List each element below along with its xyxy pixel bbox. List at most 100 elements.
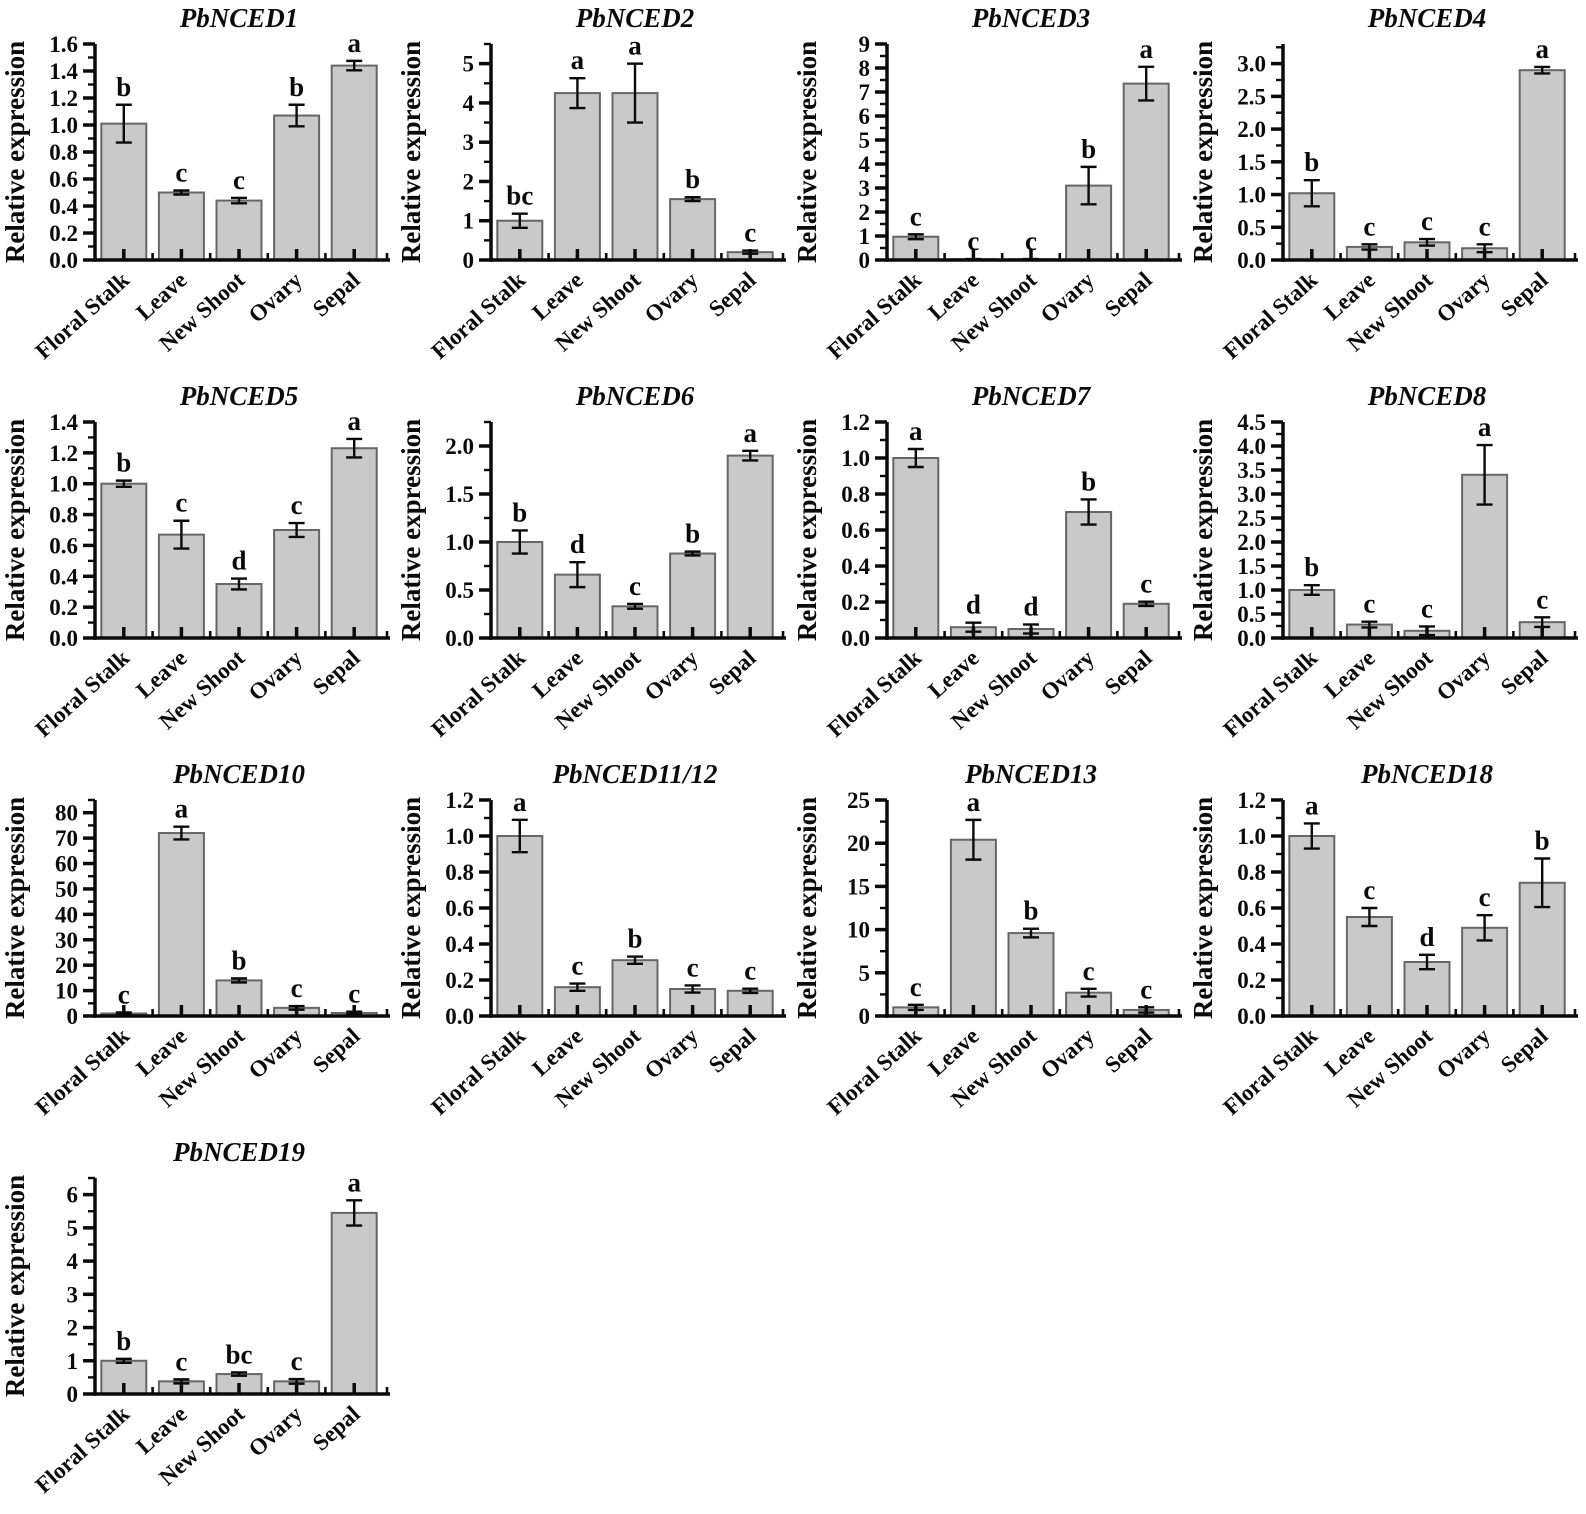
bars-group <box>100 64 378 262</box>
error-bar-floral-stalk <box>1303 822 1320 850</box>
sig-letter-floral-stalk: b <box>1304 552 1319 582</box>
panel-pbnced11-12: a c b c c 0.0 0.2 0.4 0.6 0.8 1.0 1.2 Floral Stalk Le… <box>396 756 792 1134</box>
y-tick-label: 80 <box>55 801 78 826</box>
panel-pbnced1: b c c b a 0.0 0.2 0.4 0.6 0.8 1.0 1.2 1.4 1.6 Floral S… <box>0 0 396 378</box>
sig-letter-new-shoot: b <box>231 945 246 975</box>
y-tick-label: 0.6 <box>445 896 474 921</box>
x-tick-label-ovary: Ovary <box>244 645 308 706</box>
sig-letters-group: a c b c c <box>513 787 756 986</box>
error-bar-floral-stalk <box>115 103 132 144</box>
y-tick-label: 1.0 <box>1237 824 1266 849</box>
sig-letter-floral-stalk: b <box>116 1326 131 1356</box>
y-tick-label: 0.0 <box>1237 626 1266 651</box>
x-tick-label-ovary: Ovary <box>640 1023 704 1084</box>
y-tick-label: 1.0 <box>1237 183 1266 208</box>
y-tick-label: 4.5 <box>1237 410 1266 435</box>
y-tick-label: 1.2 <box>841 410 870 435</box>
y-axis-label: Relative expression <box>0 1175 30 1397</box>
bar-leave <box>157 832 205 1017</box>
bar-floral-stalk <box>100 122 148 262</box>
y-tick-label: 0.4 <box>841 554 870 579</box>
y-tick-label: 0.6 <box>841 518 870 543</box>
y-tick-label: 9 <box>859 32 871 57</box>
y-tick-label: 0.4 <box>1237 932 1266 957</box>
y-ticks-group: 0.00.51.01.52.02.53.03.54.04.5 <box>1237 410 1283 651</box>
bar-sepal <box>1122 82 1170 261</box>
error-bar-floral-stalk <box>511 529 528 555</box>
y-tick-label: 2 <box>463 169 475 194</box>
y-axis-label: Relative expression <box>1188 419 1218 641</box>
y-tick-label: 0.8 <box>1237 860 1266 885</box>
error-bar-sepal <box>346 437 363 459</box>
y-tick-label: 0.4 <box>49 564 78 589</box>
bar-ovary <box>669 552 717 640</box>
y-tick-label: 0.5 <box>445 578 474 603</box>
sig-letter-leave: d <box>966 590 981 620</box>
y-tick-label: 1.2 <box>49 86 78 111</box>
error-bar-floral-stalk <box>511 818 528 854</box>
y-tick-label: 1.0 <box>49 472 78 497</box>
y-tick-label: 1.5 <box>1237 554 1266 579</box>
y-axis-label: Relative expression <box>0 41 30 263</box>
sig-letter-leave: a <box>571 45 585 75</box>
sig-letters-group: b c c a c <box>1304 412 1548 623</box>
sig-letter-leave: c <box>1363 211 1375 241</box>
y-tick-label: 0.2 <box>49 595 78 620</box>
sig-letter-sepal: c <box>744 218 756 248</box>
error-bar-ovary <box>684 195 701 203</box>
sig-letter-new-shoot: c <box>629 571 641 601</box>
y-ticks-group: 0 1 2 3 4 5 <box>463 42 491 273</box>
y-ticks-group: 0.0 0.5 1.0 1.5 2.0 <box>445 420 491 651</box>
bars-group <box>496 454 774 640</box>
sig-letter-ovary: b <box>289 72 304 102</box>
y-tick-label: 2.5 <box>1237 84 1266 109</box>
sig-letter-floral-stalk: b <box>116 448 131 478</box>
sig-letter-leave: c <box>967 226 979 256</box>
axes-group <box>489 422 786 640</box>
sig-letter-new-shoot: b <box>627 924 642 954</box>
y-tick-label: 4 <box>859 152 871 177</box>
y-tick-label: 10 <box>847 918 870 943</box>
sig-letters-group: b c d c a <box>116 406 361 576</box>
chart-pbnced4: b c c c a 0.0 0.5 1.0 1.5 2.0 2.5 3.0 Floral StalkLe… <box>1188 3 1578 364</box>
y-axis-label: Relative expression <box>792 41 822 263</box>
sig-letter-sepal: a <box>347 1167 361 1197</box>
y-tick-label: 1 <box>463 209 475 234</box>
sig-letter-sepal: a <box>1535 34 1549 64</box>
x-tick-label-floral-stalk: Floral Stalk <box>427 267 531 364</box>
sig-letters-group: b d c b a <box>512 418 757 601</box>
sig-letter-leave: c <box>1363 875 1375 905</box>
y-tick-label: 0.6 <box>49 533 78 558</box>
y-axis-label: Relative expression <box>0 797 30 1019</box>
bar-leave <box>157 191 205 261</box>
x-tick-label-ovary: Ovary <box>640 267 704 328</box>
panel-pbnced7: a d d b c 0.0 0.2 0.4 0.6 0.8 1.0 1.2 Floral Stalk Le… <box>792 378 1188 756</box>
sig-letter-leave: a <box>967 787 981 817</box>
bar-sepal <box>330 1211 378 1396</box>
sig-letters-group: b c c b a <box>116 28 361 195</box>
x-tick-label-floral-stalk: Floral Stalk <box>427 1023 531 1120</box>
y-tick-label: 0.0 <box>445 1004 474 1029</box>
panel-title: PbNCED13 <box>964 759 1097 789</box>
x-tick-label-ovary: Ovary <box>1036 1023 1100 1084</box>
error-bars-group <box>115 1199 363 1385</box>
x-tick-label-floral-stalk: Floral Stalk <box>31 645 135 742</box>
sig-letter-ovary: c <box>687 952 699 982</box>
sig-letter-sepal: a <box>743 418 757 448</box>
sig-letter-sepal: a <box>1139 34 1153 64</box>
sig-letters-group: bc bc ca <box>116 1167 361 1376</box>
sig-letters-group: a c d c b <box>1305 790 1550 951</box>
axes-group <box>93 800 390 1018</box>
y-tick-label: 4 <box>463 91 475 116</box>
y-ticks-group: 0 1 2 3 4 5 6 <box>67 1176 95 1407</box>
panel-pbnced13: c a b c c 0 5 10 15 20 25 Floral Stalk Leave New Shoo… <box>792 756 1188 1134</box>
sig-letters-group: c a b c c <box>910 787 1152 1004</box>
bars-group <box>100 447 378 640</box>
error-bar-floral-stalk <box>907 233 924 241</box>
